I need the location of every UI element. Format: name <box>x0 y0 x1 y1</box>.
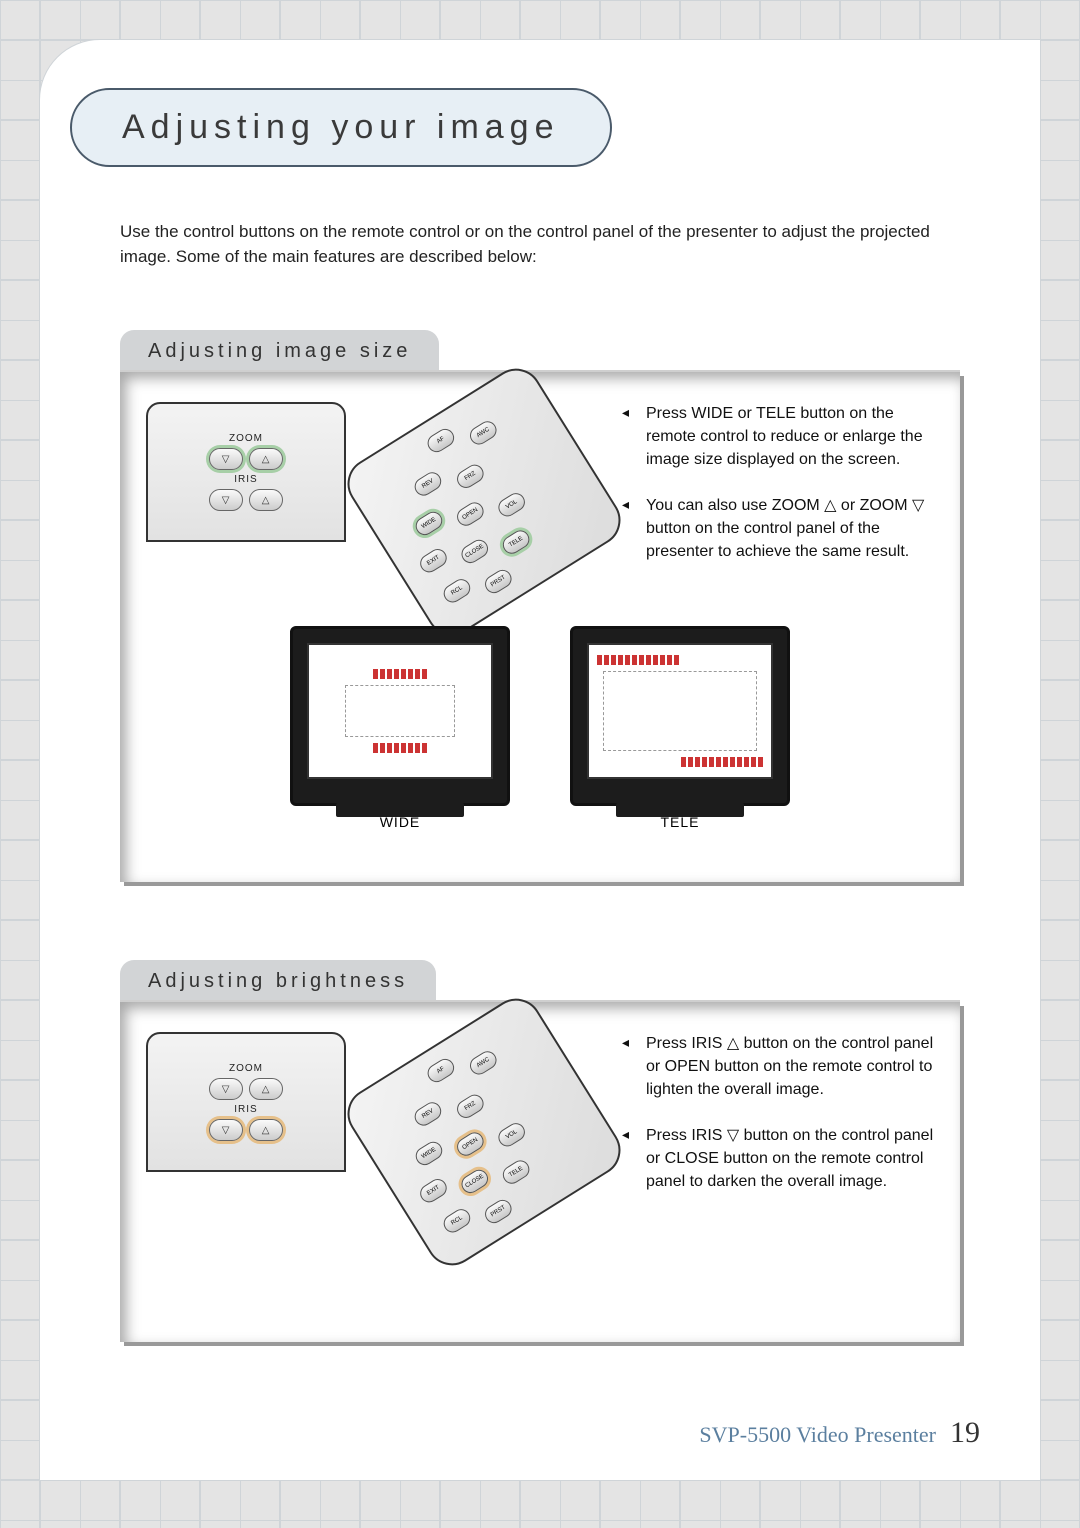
instruction-text: ◂Press WIDE or TELE button on the remote… <box>622 402 934 585</box>
section-image-size: Adjusting image size ZOOM ▽ △ IRIS ▽ △ <box>120 330 960 890</box>
remote-btn: PRST <box>482 566 515 596</box>
control-panel-diagram: ZOOM ▽ △ IRIS ▽ △ <box>146 402 346 542</box>
remote-open-button: OPEN <box>454 1129 487 1159</box>
remote-btn: FRZ <box>454 1091 487 1121</box>
triangle-up-icon: △ <box>262 1125 271 1136</box>
remote-btn: OPEN <box>454 499 487 529</box>
remote-btn: EXIT <box>417 546 450 576</box>
section-tab-brightness: Adjusting brightness <box>120 960 436 1001</box>
remote-wide-button: WIDE <box>412 508 445 538</box>
bullet-icon: ◂ <box>622 1032 636 1102</box>
triangle-down-icon: ▽ <box>222 1084 231 1095</box>
triangle-up-icon: △ <box>262 495 271 506</box>
iris-down-button: ▽ <box>209 1119 243 1141</box>
screen-tele <box>570 626 790 806</box>
remote-btn: VOL <box>495 1120 528 1150</box>
page-title: Adjusting your image <box>70 88 612 167</box>
zoom-label: ZOOM <box>229 433 263 444</box>
remote-btn: EXIT <box>417 1176 450 1206</box>
zoom-label: ZOOM <box>229 1063 263 1074</box>
remote-control-diagram: AF AWC REV FRZ WIDE OPEN VOL EXIT CLOSE … <box>338 989 631 1275</box>
triangle-up-icon: △ <box>262 454 271 465</box>
remote-tele-button: TELE <box>499 527 532 557</box>
remote-btn: TELE <box>499 1157 532 1187</box>
zoom-up-button: △ <box>249 1078 283 1100</box>
cartoon-small <box>345 685 454 738</box>
iris-up-button: △ <box>249 1119 283 1141</box>
instruction-1: Press IRIS △ button on the control panel… <box>646 1032 934 1102</box>
example-screens: WIDE TELE <box>146 626 934 830</box>
remote-btn: REV <box>411 469 444 499</box>
instruction-2: Press IRIS ▽ button on the control panel… <box>646 1124 934 1194</box>
iris-up-button: △ <box>249 489 283 511</box>
remote-btn: FRZ <box>454 461 487 491</box>
instruction-2: You can also use ZOOM △ or ZOOM ▽ button… <box>646 494 934 564</box>
remote-btn: AF <box>424 1055 457 1085</box>
remote-control-diagram: AF AWC REV FRZ WIDE OPEN VOL EXIT CLOSE … <box>338 359 631 645</box>
manual-page: Adjusting your image Use the control but… <box>40 40 1040 1480</box>
control-panel-diagram: ZOOM ▽ △ IRIS ▽ △ <box>146 1032 346 1172</box>
remote-btn: AWC <box>467 418 500 448</box>
zoom-down-button: ▽ <box>209 448 243 470</box>
iris-label: IRIS <box>234 1104 257 1115</box>
zoom-down-button: ▽ <box>209 1078 243 1100</box>
remote-btn: WIDE <box>412 1138 445 1168</box>
instruction-1: Press WIDE or TELE button on the remote … <box>646 402 934 472</box>
triangle-down-icon: ▽ <box>222 1125 231 1136</box>
bullet-icon: ◂ <box>622 402 636 472</box>
remote-btn: RCL <box>440 1206 473 1236</box>
remote-btn: VOL <box>495 490 528 520</box>
section-panel: ZOOM ▽ △ IRIS ▽ △ AF AWC REV <box>120 1002 960 1342</box>
bullet-icon: ◂ <box>622 494 636 564</box>
iris-label: IRIS <box>234 474 257 485</box>
section-brightness: Adjusting brightness ZOOM ▽ △ IRIS ▽ △ <box>120 960 960 1380</box>
cartoon-large <box>603 671 758 750</box>
remote-btn: RCL <box>440 576 473 606</box>
iris-down-button: ▽ <box>209 489 243 511</box>
zoom-up-button: △ <box>249 448 283 470</box>
remote-close-button: CLOSE <box>458 1166 491 1196</box>
section-tab-size: Adjusting image size <box>120 330 439 371</box>
remote-btn: CLOSE <box>458 536 491 566</box>
instruction-text: ◂Press IRIS △ button on the control pane… <box>622 1032 934 1215</box>
section-panel: ZOOM ▽ △ IRIS ▽ △ AF AWC REV <box>120 372 960 882</box>
remote-btn: AF <box>424 425 457 455</box>
triangle-down-icon: ▽ <box>222 495 231 506</box>
screen-wide <box>290 626 510 806</box>
triangle-up-icon: △ <box>262 1084 271 1095</box>
bullet-icon: ◂ <box>622 1124 636 1194</box>
remote-btn: REV <box>411 1099 444 1129</box>
page-footer: SVP-5500 Video Presenter 19 <box>699 1416 980 1450</box>
product-name: SVP-5500 Video Presenter <box>699 1422 936 1448</box>
page-number: 19 <box>950 1416 980 1450</box>
triangle-down-icon: ▽ <box>222 454 231 465</box>
remote-btn: PRST <box>482 1196 515 1226</box>
remote-btn: AWC <box>467 1048 500 1078</box>
intro-paragraph: Use the control buttons on the remote co… <box>120 220 960 269</box>
